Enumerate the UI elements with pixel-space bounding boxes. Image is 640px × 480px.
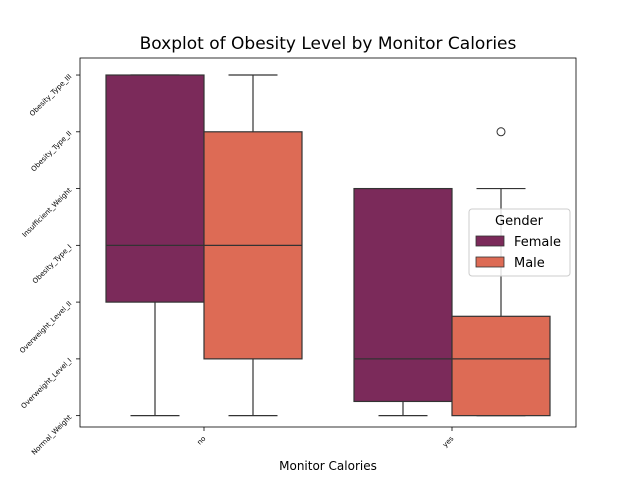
plot-area <box>105 74 551 417</box>
legend-title: Gender <box>495 214 544 229</box>
box-iqr <box>451 315 551 417</box>
x-axis-label: Monitor Calories <box>279 459 377 473</box>
legend-label-female: Female <box>514 235 561 250</box>
box-male-no <box>203 74 303 417</box>
axes-frame <box>79 57 577 428</box>
outlier-point <box>496 127 506 137</box>
x-tick-label: no <box>196 435 208 447</box>
box-female-yes <box>353 187 453 417</box>
legend-swatch-male <box>475 256 505 268</box>
legend-label-male: Male <box>514 256 545 271</box>
box-female-no <box>105 74 205 417</box>
box-male-yes <box>451 127 551 417</box>
chart-title: Boxplot of Obesity Level by Monitor Calo… <box>140 34 517 54</box>
legend-swatch-female <box>475 235 505 247</box>
box-iqr <box>105 74 205 303</box>
box-iqr <box>353 187 453 403</box>
legend: Gender Female Male <box>468 208 571 277</box>
